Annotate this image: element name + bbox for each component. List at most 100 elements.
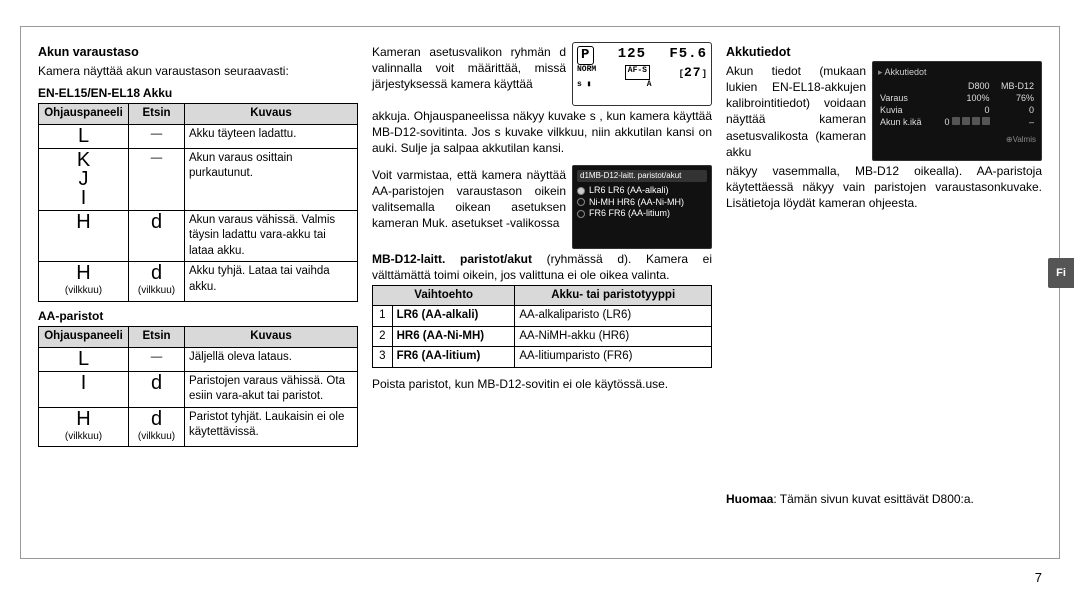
th-desc: Kuvaus xyxy=(185,327,358,348)
battery-info-heading: Akkutiedot xyxy=(726,44,1042,61)
table-row: L — Akku täyteen ladattu. xyxy=(39,124,358,148)
opt-n: 3 xyxy=(373,347,393,368)
menu-opt: Ni-MH HR6 (AA-Ni-MH) xyxy=(577,197,707,209)
info-para-wrap: Akun tiedot (mukaan lukien EN-EL18-akkuj… xyxy=(726,61,1042,161)
finder-icon: d xyxy=(133,374,180,393)
opt-type: AA-alkaliparisto (LR6) xyxy=(515,306,712,327)
info-screen-title: Akkutiedot xyxy=(885,67,927,77)
batt-icon: L xyxy=(43,127,124,146)
lcd-para-wrap: Kameran asetusvalikon ryhmän d valinnall… xyxy=(372,42,712,106)
info-val: 100% xyxy=(933,92,992,104)
opt-type: AA-litiumparisto (FR6) xyxy=(515,347,712,368)
lcd-afs: AF-S xyxy=(625,65,650,81)
blink-label: (vilkkuu) xyxy=(138,285,175,296)
lcd-iso: 125 xyxy=(618,46,646,65)
en-el-subhead: EN-EL15/EN-EL18 Akku xyxy=(38,85,358,101)
info-val: 0 xyxy=(945,117,950,127)
menu-opt: LR6 LR6 (AA-alkali) xyxy=(577,185,707,197)
batt-icon: L xyxy=(43,350,124,369)
table-row: K J I — Akun varaus osittain purkautunut… xyxy=(39,148,358,210)
finder-icon: d xyxy=(133,410,180,429)
table-row: H d Akun varaus vähissä. Valmis täysin l… xyxy=(39,210,358,262)
battery-level-table-2: Ohjauspaneeli Etsin Kuvaus L — Jäljellä … xyxy=(38,326,358,447)
info-col: D800 xyxy=(933,80,992,92)
table-row: H(vilkkuu) d(vilkkuu) Akku tyhjä. Lataa … xyxy=(39,262,358,302)
finder-cell: — xyxy=(129,148,185,210)
battery-type-table: Vaihtoehto Akku- tai paristotyyppi 1 LR6… xyxy=(372,285,712,368)
column-layout: Akun varaustaso Kamera näyttää akun vara… xyxy=(38,42,1042,579)
column-2: Kameran asetusvalikon ryhmän d valinnall… xyxy=(372,42,712,579)
finder-cell: — xyxy=(129,347,185,371)
note-text: : Tämän sivun kuvat esittävät D800:a. xyxy=(773,492,974,506)
menu-ref-para: MB-D12-laitt. paristot/akut (ryhmässä d)… xyxy=(372,251,712,283)
th-type: Akku- tai paristotyyppi xyxy=(515,285,712,306)
table-row: I d Paristojen varaus vähissä. Ota esiin… xyxy=(39,371,358,407)
desc-cell: Akun varaus vähissä. Valmis täysin ladat… xyxy=(185,210,358,262)
menu-ref-bold: MB-D12-laitt. paristot/akut xyxy=(372,252,532,266)
opt-type: AA-NiMH-akku (HR6) xyxy=(515,326,712,347)
top-lcd-display: P 125 F5.6 NORM AF-S [27] s ▮A xyxy=(572,42,712,106)
note-label: Huomaa xyxy=(726,492,773,506)
desc-cell: Paristojen varaus vähissä. Ota esiin var… xyxy=(185,371,358,407)
lcd-a: A xyxy=(647,80,652,90)
batt-icon: H xyxy=(43,264,124,283)
info-label: Akun k.ikä xyxy=(878,116,933,128)
info-table: D800 MB-D12 Varaus 100% 76% Kuvia 0 0 xyxy=(878,80,1036,129)
info-col: MB-D12 xyxy=(992,80,1036,92)
desc-cell: Akku täyteen ladattu. xyxy=(185,124,358,148)
batt-icon: H xyxy=(43,213,124,232)
menu-opt-label: LR6 LR6 (AA-alkali) xyxy=(589,185,669,197)
th-desc: Kuvaus xyxy=(185,104,358,125)
footnote: Huomaa: Tämän sivun kuvat esittävät D800… xyxy=(726,491,1042,507)
th-finder: Etsin xyxy=(129,327,185,348)
finder-cell: — xyxy=(129,124,185,148)
table-row: 1 LR6 (AA-alkali) AA-alkaliparisto (LR6) xyxy=(373,306,712,327)
lcd-norm: NORM xyxy=(577,65,596,81)
th-finder: Etsin xyxy=(129,104,185,125)
th-panel: Ohjauspaneeli xyxy=(39,104,129,125)
desc-cell: Akku tyhjä. Lataa tai vaihda akku. xyxy=(185,262,358,302)
settings-para-tail: akkuja. Ohjauspaneelissa näkyy kuvake s … xyxy=(372,108,712,157)
info-val: – xyxy=(992,116,1036,128)
menu-opt-label: FR6 FR6 (AA-litium) xyxy=(589,208,670,220)
menu-screen: d1MB-D12-laitt. paristot/akut LR6 LR6 (A… xyxy=(572,165,712,249)
blink-label: (vilkkuu) xyxy=(138,431,175,442)
opt-n: 1 xyxy=(373,306,393,327)
info-screen: ▸ Akkutiedot D800 MB-D12 Varaus 100% 76% xyxy=(872,61,1042,161)
th-panel: Ohjauspaneeli xyxy=(39,327,129,348)
battery-level-heading: Akun varaustaso xyxy=(38,44,358,61)
settings-para-lead: Kameran asetusvalikon ryhmän d valinnall… xyxy=(372,44,566,106)
page-number: 7 xyxy=(1035,570,1042,585)
remove-batteries-para: Poista paristot, kun MB-D12-sovitin ei o… xyxy=(372,376,712,392)
opt-name: LR6 (AA-alkali) xyxy=(392,306,515,327)
lcd-count: 27 xyxy=(684,65,702,80)
batt-icon: I xyxy=(43,374,124,393)
aa-subhead: AA-paristot xyxy=(38,308,358,324)
column-3: Akkutiedot Akun tiedot (mukaan lukien EN… xyxy=(726,42,1042,579)
mode-p: P xyxy=(577,46,594,65)
desc-cell: Akun varaus osittain purkautunut. xyxy=(185,148,358,210)
opt-name: FR6 (AA-litium) xyxy=(392,347,515,368)
battery-level-table-1: Ohjauspaneeli Etsin Kuvaus L — Akku täyt… xyxy=(38,103,358,302)
desc-cell: Jäljellä oleva lataus. xyxy=(185,347,358,371)
batt-icon: H xyxy=(43,410,124,429)
opt-name: HR6 (AA-Ni-MH) xyxy=(392,326,515,347)
desc-cell: Paristot tyhjät. Laukaisin ei ole käytet… xyxy=(185,407,358,447)
menu-opt-label: Ni-MH HR6 (AA-Ni-MH) xyxy=(589,197,684,209)
finder-icon: d xyxy=(133,264,180,283)
lcd-f: F5.6 xyxy=(669,46,707,65)
finder-icon: d xyxy=(133,213,180,232)
info-val: 0 xyxy=(992,104,1036,116)
battery-info-tail: näkyy vasemmalla, MB-D12 oikealla). AA-p… xyxy=(726,163,1042,212)
info-val: 0 xyxy=(933,104,992,116)
language-tab: Fi xyxy=(1048,258,1074,288)
info-label: Kuvia xyxy=(878,104,933,116)
th-option: Vaihtoehto xyxy=(373,285,515,306)
column-1: Akun varaustaso Kamera näyttää akun vara… xyxy=(38,42,358,579)
blink-label: (vilkkuu) xyxy=(65,431,102,442)
menu-para-lead: Voit varmistaa, että kamera näyttää AA-p… xyxy=(372,167,566,249)
batt-icon: K J I xyxy=(43,151,124,208)
info-label: Varaus xyxy=(878,92,933,104)
info-foot: Valmis xyxy=(1013,135,1036,144)
battery-level-intro: Kamera näyttää akun varaustason seuraava… xyxy=(38,63,358,79)
